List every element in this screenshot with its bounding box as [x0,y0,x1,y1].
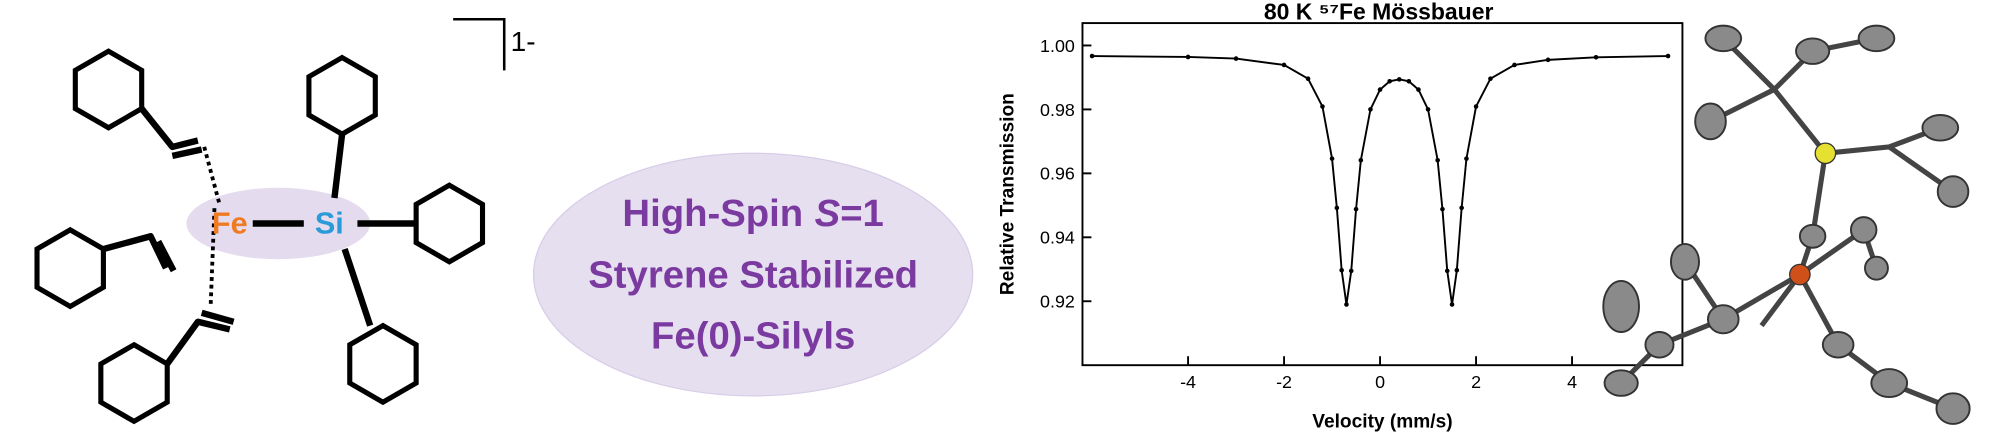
data-point [1464,156,1469,161]
data-point [1377,87,1383,92]
caption-bubble [532,152,974,397]
data-point [1665,53,1671,59]
data-point [1233,56,1239,61]
ring [72,48,145,131]
data-point [1593,55,1599,60]
atom [1935,392,1971,425]
ring [34,226,106,310]
atom [1694,102,1727,141]
data-point [1444,268,1450,274]
x-tick-label: 2 [1471,372,1481,392]
data-point [1387,78,1392,84]
data-point [1440,206,1445,212]
caption-line: Fe(0)-Silyls [651,315,855,358]
si-atom [1814,142,1837,165]
bond [102,106,417,366]
ring [98,341,170,425]
data-point [1358,157,1364,163]
atom [1921,114,1960,142]
y-tick-label: 0.92 [1040,292,1075,312]
atom [1870,368,1909,399]
data-point [1353,206,1359,212]
fe-label: Fe [212,207,248,241]
crystal-structure [1602,24,1971,425]
data-point [1089,53,1095,59]
data-point [1281,62,1287,68]
ring [347,322,419,406]
data-point [1512,62,1517,68]
x-tick-label: -2 [1276,372,1292,392]
data-point [1406,78,1412,84]
si-label: Si [315,207,344,241]
y-tick-label: 0.94 [1040,228,1075,248]
atom [1603,369,1639,397]
data-point [1185,54,1191,60]
data-point [1348,268,1354,274]
data-point [1416,87,1421,92]
atom [1936,175,1970,208]
data-point [1435,157,1440,163]
data-point [1334,205,1340,211]
x-tick-label: 4 [1567,372,1577,392]
y-axis-label: Relative Transmission [998,93,1019,295]
y-tick-label: 0.98 [1040,100,1075,120]
x-tick-label: -4 [1180,372,1196,392]
y-tick-label: 0.96 [1040,164,1075,184]
data-point [1488,76,1493,82]
x-axis-label: Velocity (mm/s) [1312,412,1452,433]
atom [1821,331,1855,359]
atom [1602,279,1640,333]
data-point [1425,107,1431,112]
spectrum-line [1092,55,1669,305]
caption-text: =1 [840,192,884,235]
atom [1849,216,1878,244]
data-point [1368,107,1373,112]
caption-line: Styrene Stabilized [588,253,918,296]
data-point [1545,57,1551,63]
ring [306,54,378,138]
molecule: 1- Fe Si [34,17,536,425]
atom [1704,24,1743,53]
data-point [1454,267,1460,273]
data-point [1320,104,1325,109]
data-point [1344,302,1349,307]
atom [1644,331,1675,359]
atom [1707,304,1740,335]
atom [1669,242,1700,281]
data-point [1396,77,1402,82]
atom [1864,255,1889,281]
data-point [1459,205,1464,211]
caption-line: High-Spin S=1 [622,192,883,235]
data-point [1305,76,1311,82]
wedge [202,146,222,307]
plot-frame [1081,22,1684,367]
chart-title: 80 K ⁵⁷Fe Mössbauer [1264,0,1494,24]
x-tick-label: 0 [1375,372,1385,392]
data-point [1339,267,1344,273]
atom [1798,223,1827,249]
data-point [1449,302,1455,307]
data-point [1473,104,1479,109]
caption-text: S [815,192,841,235]
mossbauer-chart: 80 K ⁵⁷Fe Mössbauer Relative Transmissio… [998,0,1684,433]
fe-atom [1789,263,1811,286]
atom [1857,24,1896,53]
charge: 1- [511,26,536,57]
bracket [453,17,506,71]
atom [1795,37,1831,65]
data-point [1329,156,1335,161]
caption-text: High-Spin [622,192,803,235]
ring [413,182,486,265]
y-tick-label: 1.00 [1040,36,1075,56]
